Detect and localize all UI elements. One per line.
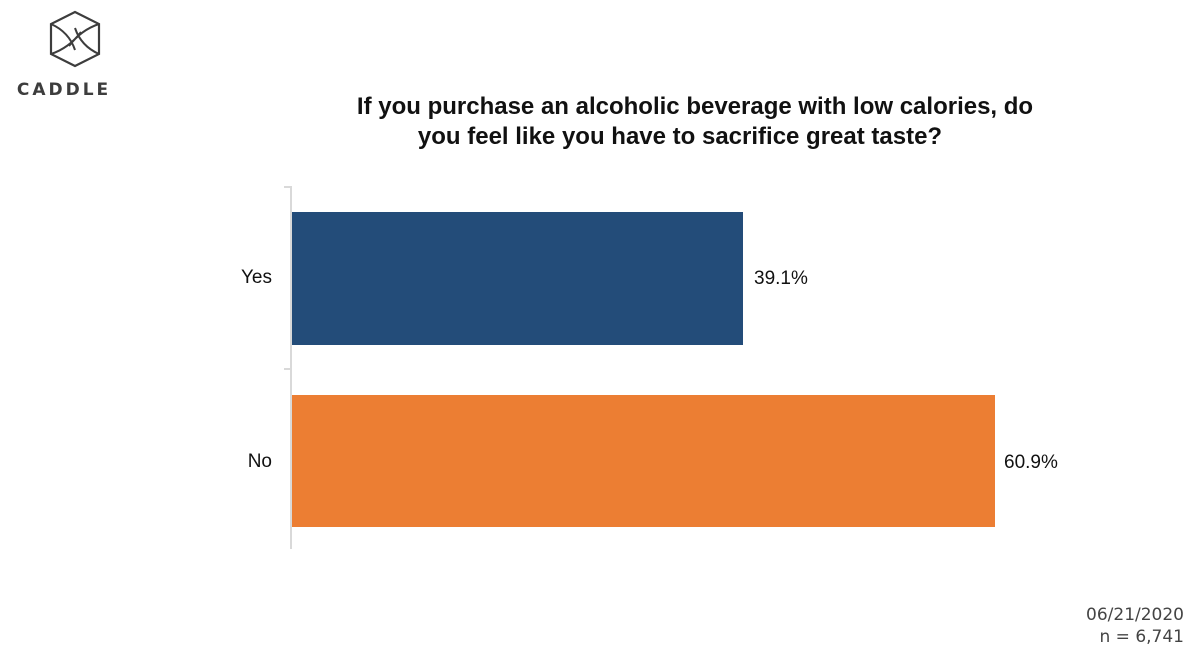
caddle-hexagon-icon: [49, 10, 101, 68]
category-label-yes: Yes: [241, 267, 272, 288]
survey-date: 06/21/2020: [1086, 605, 1184, 625]
bar-yes: [292, 212, 743, 345]
chart-footer: 06/21/2020 n = 6,741: [1086, 604, 1184, 648]
bar-no: [292, 395, 995, 527]
value-label-yes: 39.1%: [754, 268, 808, 289]
value-label-no: 60.9%: [1004, 452, 1058, 473]
brand-name: CADDLE: [16, 80, 112, 100]
chart-title-line1: If you purchase an alcoholic beverage wi…: [356, 93, 1034, 120]
sample-size: n = 6,741: [1099, 627, 1185, 647]
category-label-no: No: [247, 451, 272, 472]
chart-title: If you purchase an alcoholic beverage wi…: [240, 92, 1120, 152]
y-axis-tick: [284, 186, 292, 188]
y-axis-line: [290, 186, 292, 549]
y-axis-tick: [284, 368, 292, 370]
caddle-logo: CADDLE: [14, 8, 114, 100]
chart-title-line2: you feel like you have to sacrifice grea…: [417, 123, 943, 150]
